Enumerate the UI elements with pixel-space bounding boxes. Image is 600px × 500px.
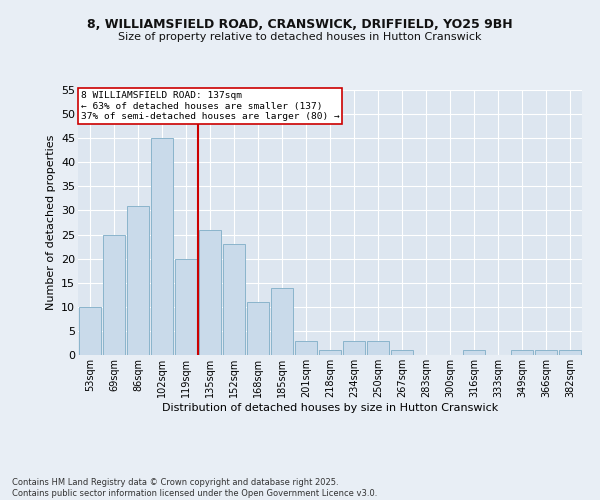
Bar [175,258,197,355]
Text: 8 WILLIAMSFIELD ROAD: 137sqm
← 63% of detached houses are smaller (137)
37% of s: 8 WILLIAMSFIELD ROAD: 137sqm ← 63% of de… [80,92,339,121]
Y-axis label: Number of detached properties: Number of detached properties [46,135,56,310]
Bar [151,138,173,355]
Text: Size of property relative to detached houses in Hutton Cranswick: Size of property relative to detached ho… [118,32,482,42]
Bar [463,350,485,355]
Bar [367,340,389,355]
Bar [295,340,317,355]
Text: 8, WILLIAMSFIELD ROAD, CRANSWICK, DRIFFIELD, YO25 9BH: 8, WILLIAMSFIELD ROAD, CRANSWICK, DRIFFI… [87,18,513,30]
Bar [391,350,413,355]
X-axis label: Distribution of detached houses by size in Hutton Cranswick: Distribution of detached houses by size … [162,402,498,412]
Bar [511,350,533,355]
Bar [319,350,341,355]
Bar [535,350,557,355]
Bar [247,302,269,355]
Bar [79,307,101,355]
Bar [343,340,365,355]
Bar [271,288,293,355]
Bar [559,350,581,355]
Bar [199,230,221,355]
Bar [127,206,149,355]
Bar [223,244,245,355]
Text: Contains HM Land Registry data © Crown copyright and database right 2025.
Contai: Contains HM Land Registry data © Crown c… [12,478,377,498]
Bar [103,234,125,355]
